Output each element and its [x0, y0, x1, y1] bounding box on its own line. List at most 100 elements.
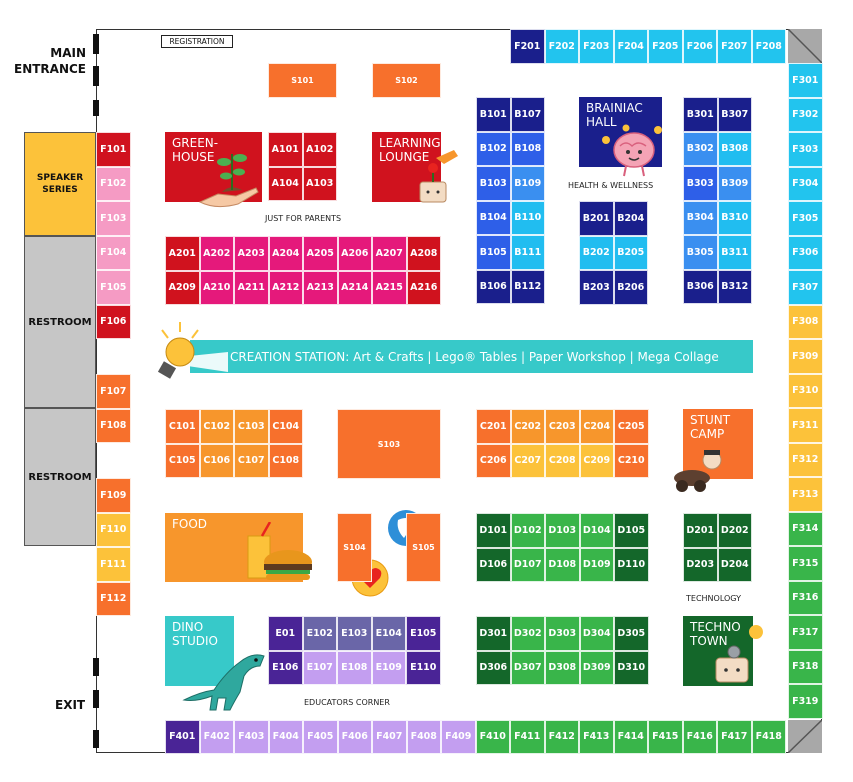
booth-c207[interactable]: C207 — [510, 443, 545, 478]
booth-d307[interactable]: D307 — [510, 650, 545, 685]
booth-f112[interactable]: F112 — [96, 581, 131, 616]
booth-a207[interactable]: A207 — [372, 236, 407, 271]
booth-b305[interactable]: B305 — [683, 235, 718, 270]
booth-a214[interactable]: A214 — [337, 270, 372, 305]
booth-f106[interactable]: F106 — [96, 304, 131, 339]
booth-d103[interactable]: D103 — [545, 513, 580, 548]
booth-d105[interactable]: D105 — [614, 513, 649, 548]
booth-d204[interactable]: D204 — [717, 547, 752, 582]
booth-e104[interactable]: E104 — [371, 616, 406, 651]
booth-d202[interactable]: D202 — [717, 513, 752, 548]
booth-b310[interactable]: B310 — [717, 200, 752, 235]
booth-a205[interactable]: A205 — [303, 236, 338, 271]
booth-c101[interactable]: C101 — [165, 409, 200, 444]
booth-a101[interactable]: A101 — [268, 132, 303, 167]
booth-f107[interactable]: F107 — [96, 374, 131, 409]
booth-d309[interactable]: D309 — [579, 650, 614, 685]
booth-d101[interactable]: D101 — [476, 513, 511, 548]
booth-b304[interactable]: B304 — [683, 200, 718, 235]
booth-b108[interactable]: B108 — [510, 131, 545, 166]
booth-b205[interactable]: B205 — [613, 235, 648, 270]
booth-f102[interactable]: F102 — [96, 166, 131, 201]
booth-b101[interactable]: B101 — [476, 97, 511, 132]
booth-e102[interactable]: E102 — [302, 616, 337, 651]
booth-f201[interactable]: F201 — [510, 29, 545, 64]
booth-c205[interactable]: C205 — [614, 409, 649, 444]
booth-d303[interactable]: D303 — [545, 616, 580, 651]
booth-b102[interactable]: B102 — [476, 131, 511, 166]
booth-d201[interactable]: D201 — [683, 513, 718, 548]
booth-d308[interactable]: D308 — [545, 650, 580, 685]
booth-b105[interactable]: B105 — [476, 235, 511, 270]
booth-a104[interactable]: A104 — [268, 166, 303, 201]
booth-f104[interactable]: F104 — [96, 235, 131, 270]
booth-e106[interactable]: E106 — [268, 650, 303, 685]
booth-c107[interactable]: C107 — [234, 443, 269, 478]
booth-c202[interactable]: C202 — [510, 409, 545, 444]
booth-a202[interactable]: A202 — [199, 236, 234, 271]
booth-c103[interactable]: C103 — [234, 409, 269, 444]
booth-a215[interactable]: A215 — [372, 270, 407, 305]
booth-a206[interactable]: A206 — [337, 236, 372, 271]
booth-f407[interactable]: F407 — [372, 719, 407, 754]
booth-f306[interactable]: F306 — [788, 235, 823, 270]
booth-b307[interactable]: B307 — [717, 97, 752, 132]
booth-f409[interactable]: F409 — [441, 719, 476, 754]
booth-d301[interactable]: D301 — [476, 616, 511, 651]
booth-f412[interactable]: F412 — [544, 719, 579, 754]
booth-f315[interactable]: F315 — [788, 546, 823, 581]
booth-f314[interactable]: F314 — [788, 511, 823, 546]
booth-f206[interactable]: F206 — [682, 29, 717, 64]
booth-e01[interactable]: E01 — [268, 616, 303, 651]
booth-f413[interactable]: F413 — [579, 719, 614, 754]
booth-a103[interactable]: A103 — [302, 166, 337, 201]
booth-d306[interactable]: D306 — [476, 650, 511, 685]
booth-e109[interactable]: E109 — [371, 650, 406, 685]
booth-f208[interactable]: F208 — [751, 29, 786, 64]
booth-b308[interactable]: B308 — [717, 131, 752, 166]
booth-b202[interactable]: B202 — [579, 235, 614, 270]
booth-b303[interactable]: B303 — [683, 166, 718, 201]
booth-b204[interactable]: B204 — [613, 201, 648, 236]
booth-f202[interactable]: F202 — [544, 29, 579, 64]
booth-c204[interactable]: C204 — [579, 409, 614, 444]
booth-d102[interactable]: D102 — [510, 513, 545, 548]
booth-f110[interactable]: F110 — [96, 512, 131, 547]
booth-e103[interactable]: E103 — [337, 616, 372, 651]
booth-e105[interactable]: E105 — [406, 616, 441, 651]
booth-d104[interactable]: D104 — [579, 513, 614, 548]
booth-c210[interactable]: C210 — [614, 443, 649, 478]
booth-d107[interactable]: D107 — [510, 547, 545, 582]
booth-f416[interactable]: F416 — [682, 719, 717, 754]
booth-d109[interactable]: D109 — [579, 547, 614, 582]
booth-b301[interactable]: B301 — [683, 97, 718, 132]
booth-d108[interactable]: D108 — [545, 547, 580, 582]
booth-b311[interactable]: B311 — [717, 235, 752, 270]
booth-d310[interactable]: D310 — [614, 650, 649, 685]
booth-a210[interactable]: A210 — [199, 270, 234, 305]
booth-c201[interactable]: C201 — [476, 409, 511, 444]
booth-f203[interactable]: F203 — [579, 29, 614, 64]
booth-f312[interactable]: F312 — [788, 442, 823, 477]
booth-f318[interactable]: F318 — [788, 649, 823, 684]
booth-f204[interactable]: F204 — [613, 29, 648, 64]
booth-b107[interactable]: B107 — [510, 97, 545, 132]
booth-f101[interactable]: F101 — [96, 132, 131, 167]
booth-f319[interactable]: F319 — [788, 684, 823, 719]
booth-c206[interactable]: C206 — [476, 443, 511, 478]
booth-d110[interactable]: D110 — [614, 547, 649, 582]
booth-f406[interactable]: F406 — [337, 719, 372, 754]
booth-f302[interactable]: F302 — [788, 97, 823, 132]
booth-f108[interactable]: F108 — [96, 408, 131, 443]
booth-d304[interactable]: D304 — [579, 616, 614, 651]
booth-f303[interactable]: F303 — [788, 132, 823, 167]
booth-b306[interactable]: B306 — [683, 269, 718, 304]
booth-c108[interactable]: C108 — [268, 443, 303, 478]
booth-d203[interactable]: D203 — [683, 547, 718, 582]
booth-b109[interactable]: B109 — [510, 166, 545, 201]
booth-d302[interactable]: D302 — [510, 616, 545, 651]
booth-f109[interactable]: F109 — [96, 478, 131, 513]
booth-f414[interactable]: F414 — [613, 719, 648, 754]
booth-f207[interactable]: F207 — [717, 29, 752, 64]
booth-f307[interactable]: F307 — [788, 270, 823, 305]
